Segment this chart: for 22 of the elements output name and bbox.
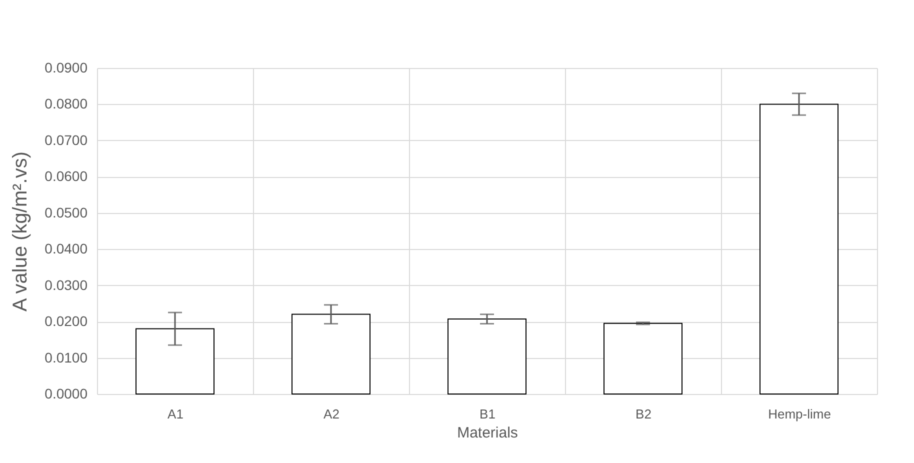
bar — [448, 318, 526, 394]
y-tick-label: 0.0300 — [44, 276, 88, 293]
y-axis-title: A value (kg/m².vs) — [10, 151, 32, 312]
y-tick-label: 0.0100 — [44, 349, 88, 366]
x-axis-title: Materials — [457, 424, 518, 442]
y-tick-label: 0.0900 — [44, 60, 88, 76]
x-tick-label: Hemp-lime — [768, 406, 831, 422]
x-tick-label: B1 — [480, 406, 496, 422]
bar — [604, 322, 682, 394]
y-tick-label: 0.0200 — [44, 313, 88, 330]
x-tick-label: B2 — [636, 406, 652, 422]
bar — [292, 314, 370, 394]
x-tick-label: A2 — [324, 406, 340, 422]
bar — [136, 328, 214, 394]
y-tick-label: 0.0700 — [44, 132, 88, 148]
bar — [760, 104, 838, 394]
y-tick-label: 0.0400 — [44, 240, 88, 257]
y-tick-label: 0.0800 — [44, 96, 88, 112]
y-tick-label: 0.0000 — [44, 386, 88, 402]
y-tick-label: 0.0500 — [44, 204, 88, 220]
x-tick-label: A1 — [168, 406, 184, 422]
y-tick-label: 0.0600 — [44, 168, 88, 184]
